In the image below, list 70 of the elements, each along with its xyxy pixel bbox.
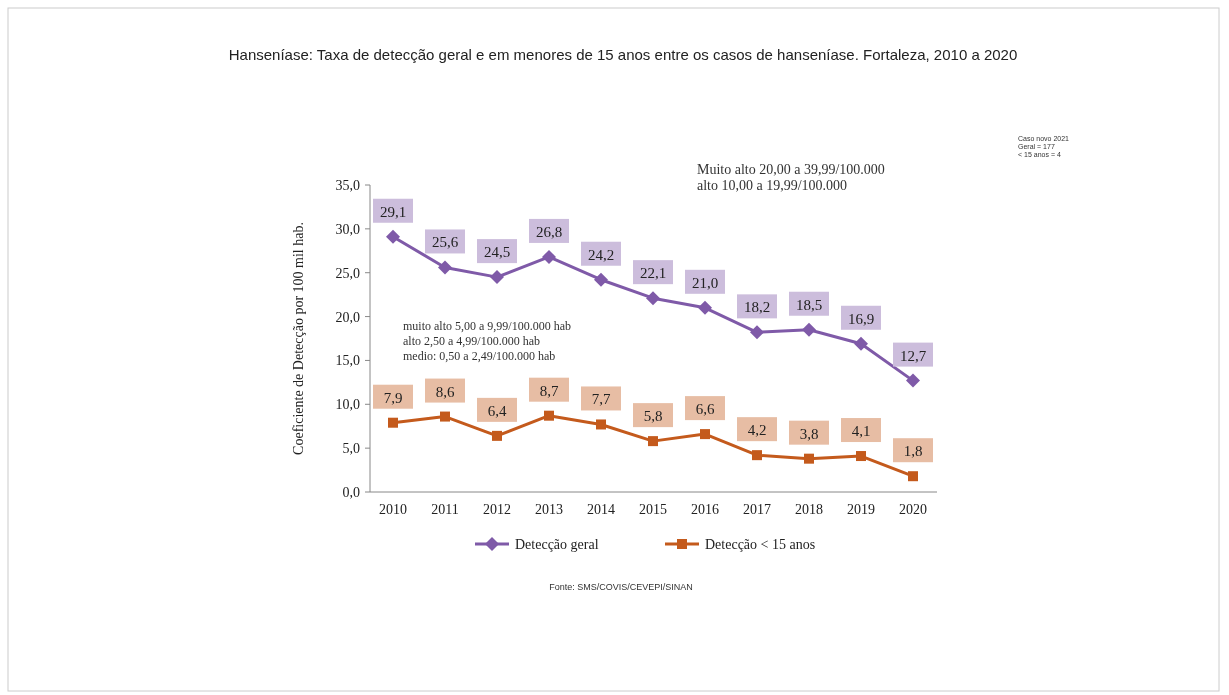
data-label: 24,2 bbox=[587, 246, 615, 263]
legend-label: Detecção geral bbox=[515, 537, 599, 552]
point bbox=[594, 272, 608, 287]
data-label: 18,2 bbox=[743, 299, 771, 316]
point bbox=[492, 430, 502, 441]
point bbox=[698, 300, 712, 315]
point bbox=[750, 325, 764, 340]
data-label: 5,8 bbox=[643, 408, 663, 425]
point bbox=[386, 229, 400, 244]
point bbox=[596, 419, 606, 430]
x-tick-label: 2019 bbox=[847, 502, 875, 517]
point bbox=[752, 450, 762, 461]
data-label: 16,9 bbox=[847, 310, 875, 327]
point bbox=[854, 336, 868, 351]
y-tick-label: 30,0 bbox=[335, 221, 360, 237]
point bbox=[544, 410, 554, 421]
y-tick-label: 15,0 bbox=[335, 353, 360, 369]
y-tick-label: 20,0 bbox=[335, 309, 360, 325]
y-tick-label: 0,0 bbox=[342, 485, 360, 500]
data-label: 6,4 bbox=[487, 402, 507, 419]
y-tick-label: 5,0 bbox=[342, 441, 360, 457]
x-tick-label: 2016 bbox=[691, 502, 719, 517]
point bbox=[440, 411, 450, 422]
data-label: 8,6 bbox=[435, 383, 455, 400]
data-label: 29,1 bbox=[379, 203, 407, 220]
x-tick-label: 2010 bbox=[379, 502, 407, 517]
point bbox=[802, 322, 816, 337]
y-axis-title: Coeficiente de Detecção por 100 mil hab. bbox=[291, 222, 306, 455]
data-label: 26,8 bbox=[535, 223, 563, 240]
x-tick-label: 2012 bbox=[483, 502, 511, 517]
x-tick-label: 2020 bbox=[899, 502, 927, 517]
data-label: 7,7 bbox=[591, 391, 611, 408]
data-label: 4,1 bbox=[851, 423, 871, 440]
x-tick-label: 2018 bbox=[795, 502, 823, 517]
data-label: 22,1 bbox=[639, 265, 667, 282]
point bbox=[646, 291, 660, 306]
y-tick-label: 35,0 bbox=[335, 178, 360, 193]
point bbox=[906, 373, 920, 388]
point bbox=[438, 260, 452, 275]
data-label: 18,5 bbox=[795, 296, 823, 313]
point bbox=[490, 270, 504, 285]
data-label: 3,8 bbox=[799, 425, 819, 442]
x-tick-label: 2015 bbox=[639, 502, 667, 517]
point bbox=[388, 417, 398, 428]
point bbox=[856, 451, 866, 462]
data-label: 7,9 bbox=[383, 389, 403, 406]
x-tick-label: 2014 bbox=[587, 502, 615, 517]
point bbox=[804, 453, 814, 464]
chart-title: Hanseníase: Taxa de detecção geral e em menores de 15 anos entre os casos de hanseníase. Fortaleza, 2010 a 2020 bbox=[228, 46, 1018, 63]
y-tick-label: 10,0 bbox=[335, 397, 360, 413]
x-tick-label: 2011 bbox=[431, 502, 459, 517]
data-label: 24,5 bbox=[483, 244, 511, 261]
annotation: muito alto 5,00 a 9,99/100.000 hab alto 2,50 a 4,99/100.000 hab medio: 0,50 a 2,49/100.000 hab bbox=[403, 319, 571, 363]
point bbox=[908, 471, 918, 482]
data-label: 6,6 bbox=[695, 401, 715, 418]
data-label: 1,8 bbox=[903, 443, 923, 460]
legend-label: Detecção < 15 anos bbox=[705, 537, 816, 552]
point bbox=[648, 436, 658, 447]
data-label: 4,2 bbox=[747, 422, 767, 439]
source-note: Fonte: SMS/COVIS/CEVEPI/SINAN bbox=[549, 582, 693, 592]
x-tick-label: 2013 bbox=[535, 502, 563, 517]
data-label: 25,6 bbox=[431, 234, 459, 251]
data-label: 8,7 bbox=[539, 382, 559, 399]
annotation: Muito alto 20,00 a 39,99/100.000 alto 10,00 a 19,99/100.000 bbox=[697, 162, 885, 193]
data-label: 12,7 bbox=[899, 347, 927, 364]
data-label: 21,0 bbox=[691, 274, 719, 291]
point bbox=[542, 249, 556, 264]
x-tick-label: 2017 bbox=[743, 502, 771, 517]
y-tick-label: 25,0 bbox=[335, 265, 360, 281]
point bbox=[700, 429, 710, 440]
